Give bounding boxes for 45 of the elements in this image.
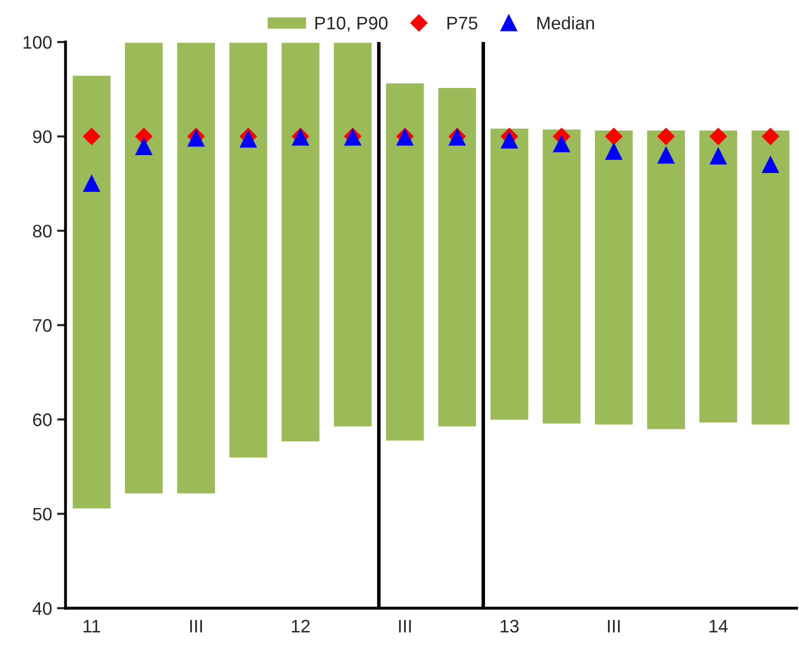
point bbox=[605, 128, 622, 145]
bar bbox=[71, 74, 112, 510]
bar bbox=[124, 42, 164, 495]
bar bbox=[594, 129, 634, 426]
point bbox=[501, 132, 518, 149]
bar bbox=[384, 82, 426, 442]
point bbox=[762, 128, 780, 145]
x-tick-label: III bbox=[608, 620, 620, 632]
legend-label: P10, P90 bbox=[315, 16, 388, 32]
bar bbox=[176, 42, 216, 495]
bar bbox=[436, 86, 478, 428]
x-tick-label: III bbox=[190, 620, 202, 632]
bar bbox=[646, 129, 686, 431]
legend-label: Median bbox=[537, 16, 594, 30]
point bbox=[240, 130, 257, 148]
point bbox=[136, 138, 152, 156]
point bbox=[658, 128, 675, 145]
point bbox=[553, 136, 570, 152]
point bbox=[83, 175, 100, 192]
legend-label: P75 bbox=[447, 16, 478, 30]
x-tick-label: III bbox=[399, 620, 411, 632]
y-tick-label: 100 bbox=[24, 36, 52, 49]
x-tick-label: 12 bbox=[292, 620, 310, 632]
y-tick-label: 70 bbox=[33, 319, 52, 332]
y-tick-label: 60 bbox=[33, 413, 52, 426]
point bbox=[762, 156, 779, 174]
bar bbox=[750, 129, 791, 426]
bar bbox=[280, 42, 321, 443]
bar bbox=[228, 42, 269, 459]
point bbox=[83, 128, 100, 145]
point bbox=[710, 128, 727, 145]
point bbox=[710, 148, 727, 165]
x-tick-label: 14 bbox=[710, 620, 728, 632]
bar bbox=[541, 128, 582, 425]
point bbox=[658, 146, 674, 164]
bar bbox=[489, 127, 530, 422]
y-tick-label: 90 bbox=[33, 130, 52, 144]
y-tick-label: 40 bbox=[32, 602, 52, 615]
x-tick-label: 13 bbox=[500, 620, 519, 633]
point bbox=[606, 143, 622, 160]
x-tick-label: 11 bbox=[84, 620, 100, 632]
y-tick-label: 50 bbox=[32, 508, 52, 521]
y-tick-label: 80 bbox=[33, 224, 52, 238]
bar bbox=[332, 42, 374, 428]
bar bbox=[698, 129, 739, 424]
